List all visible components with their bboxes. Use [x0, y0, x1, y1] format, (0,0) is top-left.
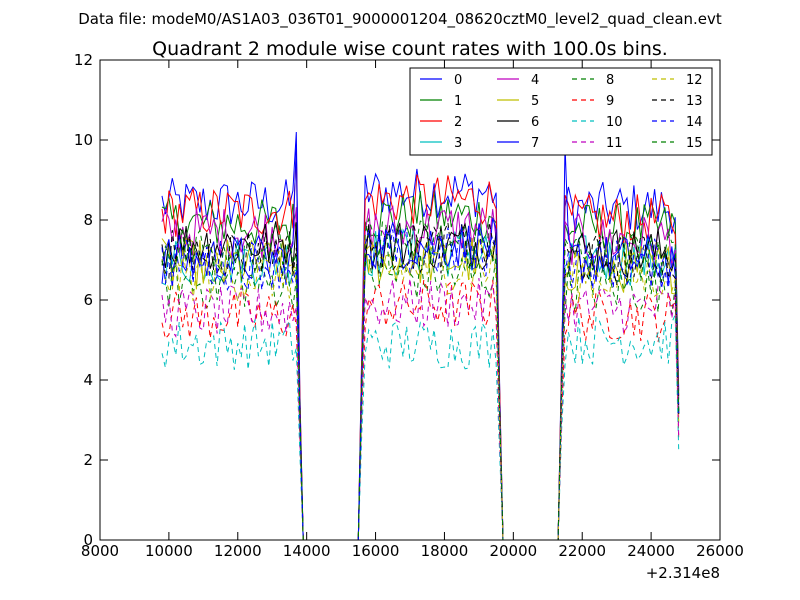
series-line-7: [161, 143, 680, 540]
series-line-12: [161, 241, 680, 540]
series-line-8: [161, 252, 680, 540]
series-layer: [161, 131, 680, 540]
chart-suptitle: Data file: modeM0/AS1A03_036T01_90000012…: [78, 10, 722, 29]
legend-label-10: 10: [606, 115, 623, 130]
legend-label-9: 9: [606, 94, 614, 109]
legend-label-12: 12: [686, 73, 703, 88]
legend-label-3: 3: [454, 136, 462, 151]
series-line-15: [161, 217, 680, 540]
x-tick-label: 26000: [696, 542, 744, 560]
x-tick-label: 22000: [558, 542, 606, 560]
series-line-3: [161, 227, 680, 540]
x-axis-offset-label: +2.314e8: [646, 564, 720, 582]
legend-label-4: 4: [531, 73, 539, 88]
x-tick-label: 24000: [627, 542, 675, 560]
legend-frame: [409, 67, 713, 156]
series-line-10: [161, 314, 680, 540]
legend-label-11: 11: [606, 136, 623, 151]
y-tick-label: 8: [83, 211, 93, 229]
series-line-11: [161, 277, 680, 540]
legend-label-0: 0: [454, 73, 462, 88]
x-tick-label: 12000: [214, 542, 262, 560]
x-tick-label: 10000: [145, 542, 193, 560]
x-tick-label: 18000: [421, 542, 469, 560]
legend-label-13: 13: [686, 94, 703, 109]
chart-title: Quadrant 2 module wise count rates with …: [152, 38, 668, 60]
legend-label-15: 15: [686, 136, 703, 151]
x-tick-label: 14000: [283, 542, 331, 560]
legend-label-14: 14: [686, 115, 703, 130]
y-tick-label: 0: [83, 531, 93, 549]
x-tick-label: 20000: [489, 542, 537, 560]
y-tick-label: 4: [83, 371, 93, 389]
axis-ticks: 8000 10000 12000 14000 16000 18000 20000 22000 2…: [74, 51, 744, 560]
legend-label-6: 6: [531, 115, 539, 130]
y-tick-label: 6: [83, 291, 93, 309]
x-tick-label: 8000: [81, 542, 119, 560]
legend-label-7: 7: [531, 136, 539, 151]
legend-label-2: 2: [454, 115, 462, 130]
legend-label-5: 5: [531, 94, 539, 109]
series-line-9: [161, 279, 680, 540]
legend-label-8: 8: [606, 73, 614, 88]
x-tick-label: 16000: [352, 542, 400, 560]
y-tick-label: 2: [83, 451, 93, 469]
y-tick-label: 10: [74, 131, 93, 149]
series-line-13: [161, 222, 680, 540]
series-line-5: [161, 235, 680, 540]
y-tick-label: 12: [74, 51, 93, 69]
legend-label-1: 1: [454, 94, 462, 109]
series-line-2: [161, 151, 680, 540]
